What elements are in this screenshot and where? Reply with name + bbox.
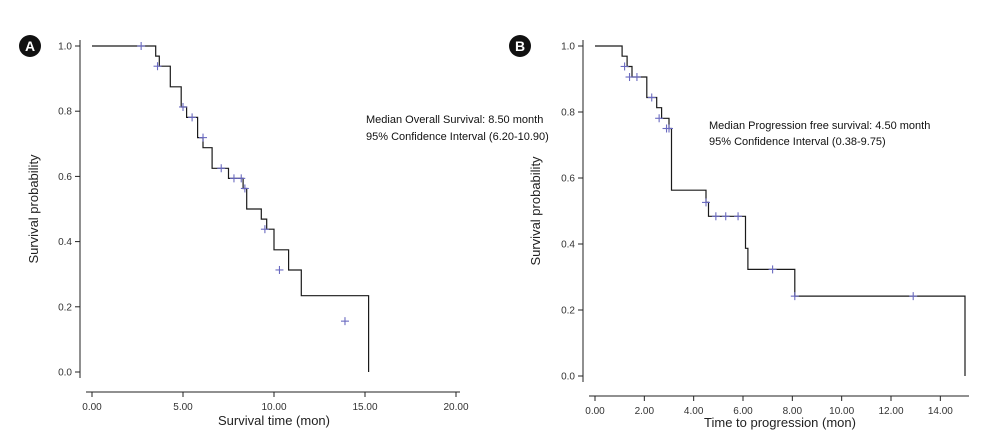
y-tick-label: 0.2 bbox=[561, 306, 575, 317]
panel-badge-label: B bbox=[515, 38, 525, 54]
y-tick-label: 0.0 bbox=[561, 372, 575, 383]
y-tick-label: 0.6 bbox=[58, 172, 72, 183]
x-tick-label: 0.00 bbox=[82, 402, 102, 413]
censor-mark bbox=[711, 212, 720, 221]
x-tick-label: 10.00 bbox=[829, 406, 854, 417]
censor-mark bbox=[632, 73, 641, 82]
censor-mark bbox=[275, 265, 284, 274]
panel-badge bbox=[19, 35, 41, 57]
censor-mark bbox=[790, 292, 799, 301]
y-tick-label: 1.0 bbox=[561, 42, 575, 53]
x-tick-label: 20.00 bbox=[443, 402, 468, 413]
annotation-line-1: Median Progression free survival: 4.50 m… bbox=[709, 120, 930, 132]
x-tick-label: 4.00 bbox=[684, 406, 704, 417]
censor-mark bbox=[153, 62, 162, 71]
censor-mark bbox=[188, 113, 197, 122]
survival-curve bbox=[92, 45, 370, 372]
censor-mark bbox=[229, 174, 238, 183]
x-tick-label: 8.00 bbox=[783, 406, 803, 417]
censor-mark bbox=[734, 212, 743, 221]
annotation-line-2: 95% Confidence Interval (6.20-10.90) bbox=[366, 131, 549, 143]
censor-mark bbox=[199, 133, 208, 142]
y-tick-label: 0.0 bbox=[58, 368, 72, 379]
x-tick-label: 14.00 bbox=[928, 406, 953, 417]
x-tick-label: 0.00 bbox=[585, 406, 605, 417]
censor-mark bbox=[655, 114, 664, 123]
censor-mark bbox=[721, 212, 730, 221]
chart-panel-a: A 0.0 0.2 0.4 0.6 0.8 1.0 0.00 5.00 10.00 15.00 20.… bbox=[19, 35, 549, 428]
panel-badge bbox=[509, 35, 531, 57]
censor-mark bbox=[240, 184, 249, 193]
censor-mark bbox=[137, 42, 146, 50]
censor-mark bbox=[625, 73, 634, 82]
y-axis-label: Survival probability bbox=[26, 154, 41, 264]
censor-mark bbox=[702, 198, 710, 207]
x-tick-label: 15.00 bbox=[352, 402, 377, 413]
censor-mark bbox=[340, 317, 349, 326]
y-tick-label: 0.8 bbox=[561, 108, 575, 119]
survival-curve bbox=[595, 45, 966, 376]
censor-mark bbox=[647, 93, 656, 102]
y-tick-label: 0.8 bbox=[58, 107, 72, 118]
censor-mark bbox=[909, 292, 918, 301]
censor-mark bbox=[237, 174, 246, 183]
y-axis-label: Survival probability bbox=[528, 156, 543, 266]
y-tick-label: 0.6 bbox=[561, 174, 575, 185]
chart-panel-b: B 0.0 0.2 0.4 0.6 0.8 1.0 0.00 2.00 4.00 6.00 8.00 1… bbox=[509, 35, 969, 430]
annotation-line-1: Median Overall Survival: 8.50 month bbox=[366, 114, 543, 126]
y-tick-label: 0.4 bbox=[58, 237, 72, 248]
y-tick-label: 1.0 bbox=[58, 42, 72, 53]
annotation-line-2: 95% Confidence Interval (0.38-9.75) bbox=[709, 136, 886, 148]
x-tick-label: 2.00 bbox=[635, 406, 655, 417]
censor-mark bbox=[217, 164, 226, 173]
x-axis-label: Time to progression (mon) bbox=[704, 415, 856, 430]
x-tick-label: 5.00 bbox=[173, 402, 193, 413]
x-tick-label: 10.00 bbox=[261, 402, 286, 413]
censor-mark bbox=[260, 225, 269, 234]
y-tick-label: 0.4 bbox=[561, 240, 575, 251]
x-tick-label: 6.00 bbox=[733, 406, 753, 417]
censor-mark bbox=[179, 102, 187, 111]
panel-badge-label: A bbox=[25, 38, 35, 54]
censor-mark bbox=[665, 124, 673, 133]
censor-mark bbox=[620, 62, 629, 71]
censor-mark bbox=[768, 265, 777, 274]
x-axis-label: Survival time (mon) bbox=[218, 413, 330, 428]
x-tick-label: 12.00 bbox=[878, 406, 903, 417]
y-tick-label: 0.2 bbox=[58, 302, 72, 313]
